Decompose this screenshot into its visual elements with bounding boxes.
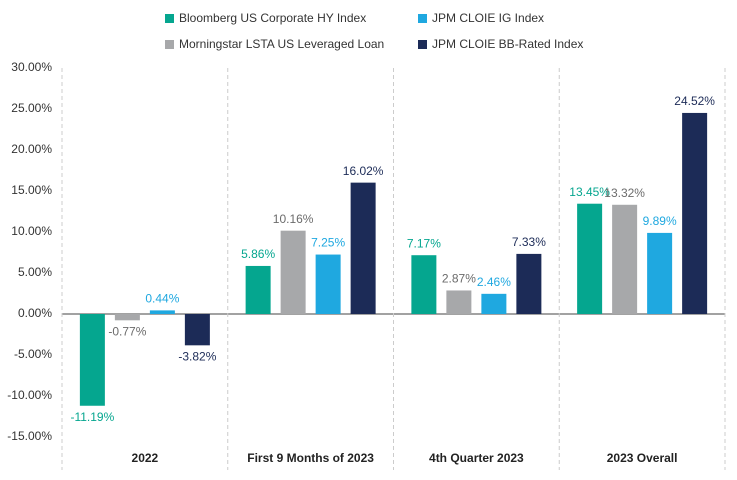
bar <box>245 265 271 314</box>
bar <box>647 232 673 314</box>
y-tick-label: 5.00% <box>18 265 52 279</box>
bar <box>516 253 542 314</box>
legend-label: Bloomberg US Corporate HY Index <box>179 11 366 25</box>
data-label: 7.25% <box>311 236 345 250</box>
data-label: 10.16% <box>273 212 314 226</box>
bar <box>350 182 376 314</box>
y-tick-label: 20.00% <box>11 142 52 156</box>
data-label: 7.33% <box>512 235 546 249</box>
y-tick-label: -5.00% <box>14 347 52 361</box>
legend-label: Morningstar LSTA US Leveraged Loan <box>179 37 384 51</box>
data-label: -11.19% <box>70 410 114 424</box>
x-tick-label: 2022 <box>132 451 159 465</box>
data-label: 16.02% <box>343 164 384 178</box>
bar <box>612 204 638 314</box>
x-tick-label: 4th Quarter 2023 <box>429 451 524 465</box>
legend-swatch <box>165 40 174 49</box>
bar <box>315 254 341 314</box>
bar <box>149 310 175 314</box>
legend-label: JPM CLOIE IG Index <box>432 11 544 25</box>
data-label: 5.86% <box>241 247 275 261</box>
legend-swatch <box>418 40 427 49</box>
bar <box>280 230 306 314</box>
data-label: -3.82% <box>178 349 216 363</box>
y-tick-label: 25.00% <box>11 101 52 115</box>
legend-label: JPM CLOIE BB-Rated Index <box>432 37 583 51</box>
bar <box>446 290 472 314</box>
x-tick-label: First 9 Months of 2023 <box>247 451 374 465</box>
y-tick-label: 10.00% <box>11 224 52 238</box>
legend-swatch <box>165 14 174 23</box>
bar <box>184 314 210 346</box>
y-tick-label: 30.00% <box>11 60 52 74</box>
bar <box>682 112 708 314</box>
y-tick-label: 15.00% <box>11 183 52 197</box>
data-label: 9.89% <box>643 214 677 228</box>
x-tick-label: 2023 Overall <box>607 451 678 465</box>
data-label: 13.45% <box>569 185 610 199</box>
data-label: 13.32% <box>604 186 645 200</box>
bar <box>481 293 507 314</box>
data-label: 7.17% <box>407 236 441 250</box>
bar <box>79 314 105 406</box>
bar <box>577 203 603 314</box>
y-tick-label: -15.00% <box>7 429 52 443</box>
data-label: 2.87% <box>442 272 476 286</box>
data-label: 0.44% <box>145 292 179 306</box>
y-tick-label: 0.00% <box>18 306 52 320</box>
bar <box>411 255 437 314</box>
data-label: 2.46% <box>477 275 511 289</box>
y-tick-label: -10.00% <box>7 388 52 402</box>
data-label: 24.52% <box>674 94 715 108</box>
bar <box>114 314 140 321</box>
data-label: -0.77% <box>108 324 146 338</box>
legend-swatch <box>418 14 427 23</box>
